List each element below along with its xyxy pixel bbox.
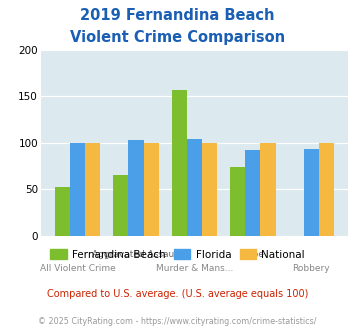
- Text: Murder & Mans...: Murder & Mans...: [156, 264, 233, 273]
- Bar: [187, 139, 202, 236]
- Bar: [85, 143, 100, 236]
- Text: All Violent Crime: All Violent Crime: [40, 264, 115, 273]
- Legend: Fernandina Beach, Florida, National: Fernandina Beach, Florida, National: [46, 245, 309, 264]
- Text: 2019 Fernandina Beach: 2019 Fernandina Beach: [80, 8, 275, 23]
- Bar: [319, 143, 334, 236]
- Text: Aggravated Assault: Aggravated Assault: [92, 250, 180, 259]
- Text: Compared to U.S. average. (U.S. average equals 100): Compared to U.S. average. (U.S. average …: [47, 289, 308, 299]
- Bar: [230, 167, 245, 236]
- Text: © 2025 CityRating.com - https://www.cityrating.com/crime-statistics/: © 2025 CityRating.com - https://www.city…: [38, 317, 317, 326]
- Text: Robbery: Robbery: [293, 264, 330, 273]
- Bar: [143, 143, 159, 236]
- Bar: [202, 143, 217, 236]
- Bar: [113, 175, 129, 236]
- Bar: [304, 149, 319, 236]
- Bar: [171, 89, 187, 236]
- Text: Violent Crime Comparison: Violent Crime Comparison: [70, 30, 285, 45]
- Bar: [70, 143, 85, 236]
- Bar: [129, 140, 143, 236]
- Bar: [245, 150, 260, 236]
- Bar: [260, 143, 275, 236]
- Text: Rape: Rape: [241, 250, 264, 259]
- Bar: [55, 187, 70, 236]
